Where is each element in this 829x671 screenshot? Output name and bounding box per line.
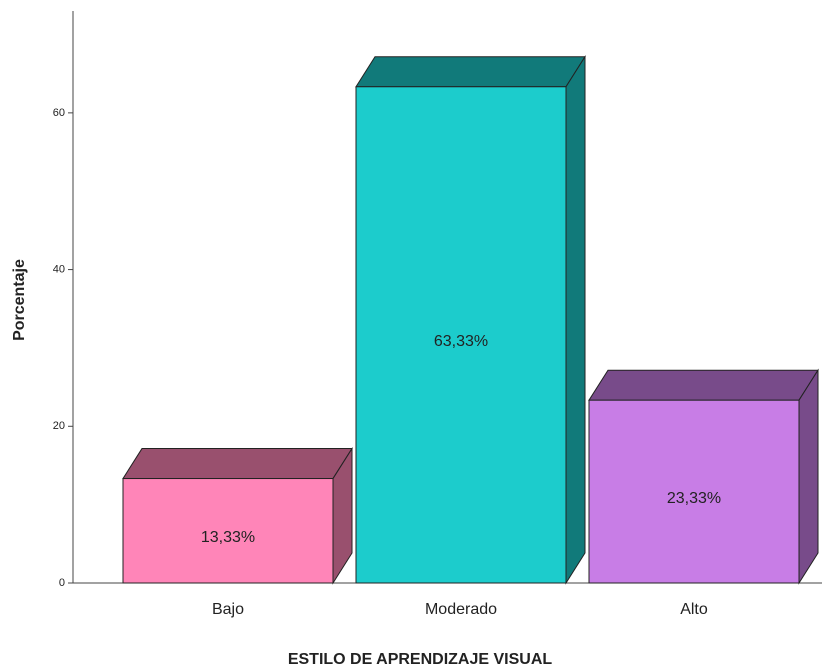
data-label: 13,33% (201, 529, 255, 546)
y-tick-label: 20 (53, 420, 65, 432)
bar-top (588, 369, 819, 401)
x-tick-label: Bajo (212, 601, 244, 618)
bar-top (355, 56, 586, 88)
bar-side (565, 55, 586, 585)
data-label: 63,33% (434, 333, 488, 350)
x-tick-label: Moderado (425, 601, 497, 618)
bar (355, 86, 567, 584)
bar (588, 399, 800, 584)
y-axis-title: Porcentaje (11, 259, 28, 341)
bar (122, 478, 334, 584)
data-label: 23,33% (667, 490, 721, 507)
x-axis-title: ESTILO DE APRENDIZAJE VISUAL (288, 651, 553, 668)
y-tick-label: 40 (53, 263, 65, 275)
y-tick-label: 60 (53, 107, 65, 119)
y-tick-label: 0 (59, 577, 65, 589)
x-tick-label: Alto (680, 601, 708, 618)
bar-top (122, 448, 353, 480)
bar-side (798, 368, 819, 585)
